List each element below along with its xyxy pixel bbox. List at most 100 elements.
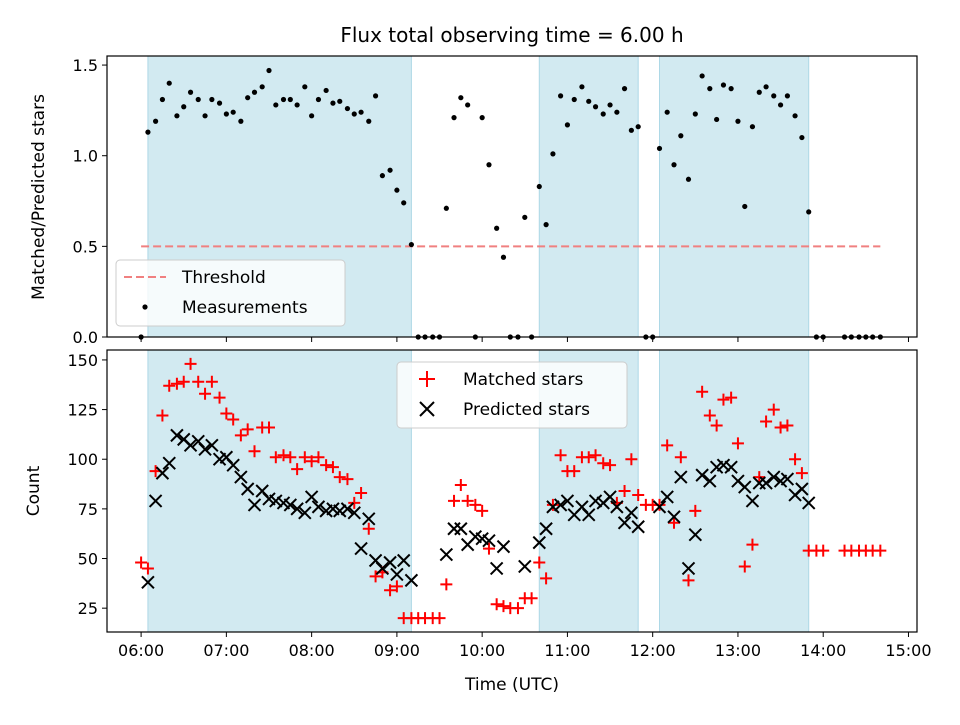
y-tick-label: 150 [67,351,98,370]
matched-star-point [461,494,474,507]
matched-star-point [269,451,282,464]
measurement-point [251,89,258,95]
matched-star-point [199,387,212,400]
predicted-star-point [695,468,709,482]
measurement-point [500,254,507,260]
measurement-point [166,80,172,86]
y-tick-label: 125 [67,401,98,420]
matched-star-point [817,544,830,557]
top-legend-box [115,259,346,327]
y-tick-label: 0.0 [73,328,98,347]
matched-star-point [874,544,887,557]
matched-star-point [497,600,510,613]
matched-star-point [454,479,467,492]
measurement-point [607,102,613,108]
measurement-point [486,162,492,168]
matched-star-point [326,461,339,474]
matched-star-point [482,542,495,555]
predicted-star-point [362,512,376,526]
matched-star-point [618,485,631,497]
top-y-axis-label: Matched/Predicted stars [29,94,49,300]
measurement-point [543,222,549,228]
matched-star-point [305,455,318,468]
x-axis-label: Time (UTC) [464,675,559,695]
predicted-star-point [226,458,240,472]
matched-star-point [725,391,738,404]
x-tick-label: 12:00 [630,641,676,660]
predicted-star-point [454,522,468,536]
predicted-star-point [660,490,674,504]
measurement-point [309,113,315,119]
matched-star-point [476,504,489,517]
predicted-star-point [375,561,390,576]
measurement-point [465,102,471,108]
measurement-point [451,115,457,121]
measurement-point [287,96,293,103]
matched-star-point [369,570,382,583]
predicted-star-point [738,480,752,494]
matched-legend-marker [419,371,435,387]
matched-star-point [533,556,546,569]
measurement-point [494,225,500,231]
observing-band [538,55,639,338]
matched-star-point [440,578,453,591]
measurement-point [592,104,599,110]
matched-star-point [341,473,354,486]
x-tick-label: 15:00 [885,641,931,660]
matched-star-point [170,377,183,390]
matched-star-point [746,538,759,551]
measurement-point [223,111,229,117]
predicted-star-point [681,561,696,576]
bottom-y-axis-label: Count [24,465,44,516]
matched-star-point [546,498,559,511]
matched-star-point [241,423,254,436]
measurement-point [742,203,748,210]
matched-star-point [192,375,205,388]
measurement-point [401,200,407,206]
top-legend: Threshold Measurements [115,259,346,327]
matched-star-point [625,453,638,466]
predicted-star-point [667,510,681,524]
predicted-star-point [205,438,219,453]
predicted-star-point [489,561,504,576]
measurement-point [266,67,272,74]
matched-star-point [284,451,297,464]
predicted-star-point [183,438,198,453]
matched-star-point [525,592,538,605]
predicted-star-point [674,470,688,484]
measurement-point [153,118,159,124]
measurement-point [366,118,372,124]
measurement-point [280,96,287,103]
matched-star-point [795,467,808,480]
bottom-legend-box [396,361,628,429]
matched-star-point [540,572,553,585]
measurement-point [692,111,698,117]
matched-star-point [597,457,610,470]
predicted-star-point [546,500,560,514]
measurement-point [379,173,385,179]
measurement-point [202,113,208,119]
measurement-point [216,100,223,106]
measurement-point [230,109,236,115]
measurement-point [635,124,641,130]
predicted-star-point [724,460,738,474]
matched-star-point [703,409,716,422]
matched-star-point [362,522,375,535]
measurement-point [579,84,585,90]
measurement-point [479,115,485,121]
measurement-point [600,111,606,117]
measurement-point [302,84,308,90]
measurement-point [621,86,628,92]
predicted-star-point [767,470,781,484]
matched-star-point [205,375,218,388]
measurement-point [699,73,705,79]
matched-star-point [348,496,361,509]
matched-star-point [156,409,169,422]
measurement-point [323,87,329,94]
matched-star-point [661,439,674,452]
predicted-star-point [759,476,773,490]
matched-star-point [234,429,247,442]
figure-title: Flux total observing time = 6.00 h [340,23,683,47]
measurement-point [209,96,215,103]
